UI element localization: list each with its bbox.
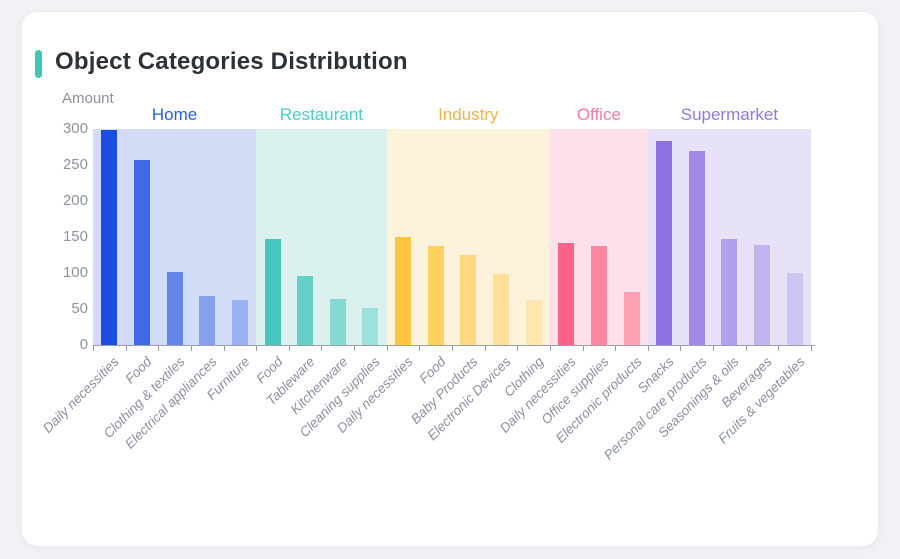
- title-accent-bar: [35, 50, 42, 78]
- bar-food: [133, 159, 150, 345]
- x-axis-tick: [386, 345, 388, 351]
- y-axis-tick-label: 300: [62, 120, 88, 137]
- group-label-office: Office: [576, 105, 621, 124]
- x-axis-tick: [256, 345, 258, 351]
- bar-snacks: [656, 141, 673, 345]
- bar-electronic-products: [623, 291, 640, 345]
- bar-fruits-vegetables: [786, 273, 803, 345]
- group-label-supermarket: Supermarket: [680, 105, 779, 124]
- group-label-industry: Industry: [438, 105, 499, 124]
- x-axis-tick: [452, 345, 453, 351]
- y-axis-title: Amount: [62, 90, 114, 107]
- bar-electrical-appliances: [199, 296, 216, 345]
- x-axis-tick: [484, 345, 486, 351]
- bar-clothing: [525, 299, 542, 345]
- x-axis-tick: [354, 345, 356, 351]
- x-axis-tick: [549, 345, 551, 351]
- y-axis-tick-label: 150: [62, 228, 88, 245]
- x-axis-tick: [190, 345, 192, 351]
- x-axis-tick: [745, 345, 747, 351]
- x-axis-tick: [321, 345, 323, 351]
- x-axis-tick: [517, 345, 519, 351]
- x-axis-tick: [419, 345, 421, 351]
- bar-tableware: [297, 275, 314, 345]
- page-title: Object Categories Distribution: [55, 48, 408, 75]
- x-axis-tick: [811, 345, 812, 351]
- x-axis-tick: [778, 345, 780, 351]
- x-axis-line: [93, 345, 815, 346]
- y-axis-tick-label: 100: [62, 264, 88, 281]
- bar-furniture: [231, 299, 248, 345]
- x-axis-tick: [647, 345, 649, 351]
- bar-food: [427, 245, 444, 345]
- y-axis-tick-label: 50: [71, 300, 88, 317]
- bar-food: [264, 239, 281, 345]
- x-axis-tick: [713, 345, 715, 351]
- bar-kitchenware: [329, 298, 346, 345]
- x-axis-tick: [223, 345, 225, 351]
- y-axis-tick-label: 200: [62, 192, 88, 209]
- x-axis-tick: [93, 345, 94, 351]
- x-axis-tick: [158, 345, 160, 351]
- bar-baby-products: [460, 255, 477, 345]
- bar-personal-care-products: [688, 150, 705, 345]
- bar-electronic-devices: [492, 274, 509, 345]
- bar-clothing-textiles: [166, 271, 183, 345]
- x-axis-tick: [125, 345, 127, 351]
- bar-daily-necessities: [558, 243, 575, 345]
- bar-cleaning-supplies: [362, 308, 379, 345]
- bar-seasonings-oils: [721, 239, 738, 345]
- bar-daily-necessities: [101, 130, 118, 345]
- y-axis-tick-label: 250: [62, 156, 88, 173]
- x-axis-tick: [582, 345, 584, 351]
- x-axis-tick: [288, 345, 290, 351]
- group-label-home: Home: [151, 105, 198, 124]
- x-axis-tick: [680, 345, 682, 351]
- y-axis-tick-label: 0: [79, 336, 88, 353]
- bar-chart: 0 50 100 150 200 250 300 Home Daily necessities F…: [22, 12, 878, 546]
- bar-daily-necessities: [395, 237, 412, 345]
- group-label-restaurant: Restaurant: [279, 105, 364, 124]
- x-axis-tick: [615, 345, 617, 351]
- bar-office-supplies: [590, 245, 607, 345]
- bar-beverages: [754, 244, 771, 345]
